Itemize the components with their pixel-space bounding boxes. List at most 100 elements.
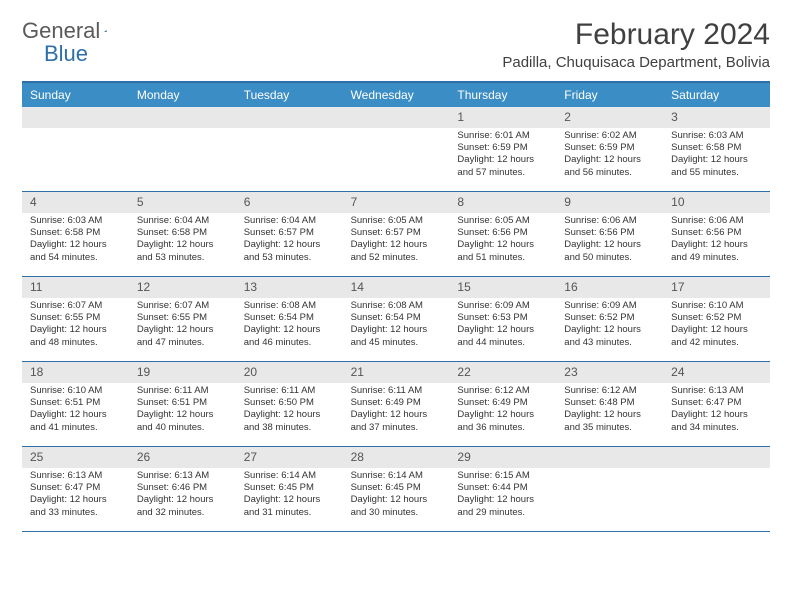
logo-text-2: Blue: [44, 41, 88, 66]
daylight-text: Daylight: 12 hours and 29 minutes.: [457, 494, 548, 519]
sunset-text: Sunset: 6:49 PM: [457, 397, 548, 409]
day-details: Sunrise: 6:04 AMSunset: 6:58 PMDaylight:…: [129, 213, 236, 268]
day-number: [236, 107, 343, 128]
sunset-text: Sunset: 6:58 PM: [30, 227, 121, 239]
day-details: Sunrise: 6:03 AMSunset: 6:58 PMDaylight:…: [22, 213, 129, 268]
day-details: Sunrise: 6:13 AMSunset: 6:47 PMDaylight:…: [22, 468, 129, 523]
sunrise-text: Sunrise: 6:11 AM: [137, 385, 228, 397]
day-cell: 26Sunrise: 6:13 AMSunset: 6:46 PMDayligh…: [129, 447, 236, 531]
daylight-text: Daylight: 12 hours and 37 minutes.: [351, 409, 442, 434]
week-row: 4Sunrise: 6:03 AMSunset: 6:58 PMDaylight…: [22, 192, 770, 277]
day-cell: [663, 447, 770, 531]
daylight-text: Daylight: 12 hours and 33 minutes.: [30, 494, 121, 519]
daylight-text: Daylight: 12 hours and 35 minutes.: [564, 409, 655, 434]
day-cell: 19Sunrise: 6:11 AMSunset: 6:51 PMDayligh…: [129, 362, 236, 446]
sunrise-text: Sunrise: 6:05 AM: [351, 215, 442, 227]
day-cell: 2Sunrise: 6:02 AMSunset: 6:59 PMDaylight…: [556, 107, 663, 191]
daylight-text: Daylight: 12 hours and 54 minutes.: [30, 239, 121, 264]
daylight-text: Daylight: 12 hours and 55 minutes.: [671, 154, 762, 179]
day-cell: 13Sunrise: 6:08 AMSunset: 6:54 PMDayligh…: [236, 277, 343, 361]
sunset-text: Sunset: 6:56 PM: [457, 227, 548, 239]
day-cell: 15Sunrise: 6:09 AMSunset: 6:53 PMDayligh…: [449, 277, 556, 361]
daylight-text: Daylight: 12 hours and 49 minutes.: [671, 239, 762, 264]
sunset-text: Sunset: 6:50 PM: [244, 397, 335, 409]
day-number: [343, 107, 450, 128]
day-number: 3: [663, 107, 770, 128]
sunset-text: Sunset: 6:51 PM: [137, 397, 228, 409]
calendar: Sunday Monday Tuesday Wednesday Thursday…: [22, 81, 770, 532]
day-cell: 4Sunrise: 6:03 AMSunset: 6:58 PMDaylight…: [22, 192, 129, 276]
sunset-text: Sunset: 6:47 PM: [671, 397, 762, 409]
sunrise-text: Sunrise: 6:04 AM: [137, 215, 228, 227]
sunset-text: Sunset: 6:54 PM: [244, 312, 335, 324]
daylight-text: Daylight: 12 hours and 44 minutes.: [457, 324, 548, 349]
sunrise-text: Sunrise: 6:12 AM: [457, 385, 548, 397]
day-details: Sunrise: 6:11 AMSunset: 6:49 PMDaylight:…: [343, 383, 450, 438]
week-row: 25Sunrise: 6:13 AMSunset: 6:47 PMDayligh…: [22, 447, 770, 532]
day-cell: 7Sunrise: 6:05 AMSunset: 6:57 PMDaylight…: [343, 192, 450, 276]
day-cell: 1Sunrise: 6:01 AMSunset: 6:59 PMDaylight…: [449, 107, 556, 191]
day-number: 5: [129, 192, 236, 213]
sunrise-text: Sunrise: 6:13 AM: [30, 470, 121, 482]
day-details: Sunrise: 6:07 AMSunset: 6:55 PMDaylight:…: [22, 298, 129, 353]
month-title: February 2024: [502, 18, 770, 52]
sunset-text: Sunset: 6:59 PM: [564, 142, 655, 154]
day-details: [663, 468, 770, 474]
daylight-text: Daylight: 12 hours and 34 minutes.: [671, 409, 762, 434]
day-cell: [556, 447, 663, 531]
day-number: 17: [663, 277, 770, 298]
sunset-text: Sunset: 6:57 PM: [244, 227, 335, 239]
sunset-text: Sunset: 6:46 PM: [137, 482, 228, 494]
day-details: [556, 468, 663, 474]
day-number: [663, 447, 770, 468]
day-details: Sunrise: 6:04 AMSunset: 6:57 PMDaylight:…: [236, 213, 343, 268]
sunrise-text: Sunrise: 6:05 AM: [457, 215, 548, 227]
day-details: [236, 128, 343, 134]
daylight-text: Daylight: 12 hours and 46 minutes.: [244, 324, 335, 349]
daylight-text: Daylight: 12 hours and 36 minutes.: [457, 409, 548, 434]
day-details: Sunrise: 6:14 AMSunset: 6:45 PMDaylight:…: [343, 468, 450, 523]
daylight-text: Daylight: 12 hours and 31 minutes.: [244, 494, 335, 519]
sunrise-text: Sunrise: 6:07 AM: [30, 300, 121, 312]
day-number: 15: [449, 277, 556, 298]
day-details: [129, 128, 236, 134]
day-header-wednesday: Wednesday: [343, 83, 450, 107]
daylight-text: Daylight: 12 hours and 53 minutes.: [244, 239, 335, 264]
daylight-text: Daylight: 12 hours and 50 minutes.: [564, 239, 655, 264]
sunrise-text: Sunrise: 6:13 AM: [671, 385, 762, 397]
sunrise-text: Sunrise: 6:11 AM: [351, 385, 442, 397]
daylight-text: Daylight: 12 hours and 45 minutes.: [351, 324, 442, 349]
day-cell: 8Sunrise: 6:05 AMSunset: 6:56 PMDaylight…: [449, 192, 556, 276]
sunrise-text: Sunrise: 6:12 AM: [564, 385, 655, 397]
day-cell: 14Sunrise: 6:08 AMSunset: 6:54 PMDayligh…: [343, 277, 450, 361]
day-details: Sunrise: 6:01 AMSunset: 6:59 PMDaylight:…: [449, 128, 556, 183]
sunrise-text: Sunrise: 6:10 AM: [671, 300, 762, 312]
sunset-text: Sunset: 6:57 PM: [351, 227, 442, 239]
day-header-tuesday: Tuesday: [236, 83, 343, 107]
day-number: 10: [663, 192, 770, 213]
day-number: 18: [22, 362, 129, 383]
day-details: Sunrise: 6:12 AMSunset: 6:49 PMDaylight:…: [449, 383, 556, 438]
day-number: 12: [129, 277, 236, 298]
sunset-text: Sunset: 6:47 PM: [30, 482, 121, 494]
day-details: Sunrise: 6:09 AMSunset: 6:52 PMDaylight:…: [556, 298, 663, 353]
day-number: 25: [22, 447, 129, 468]
day-details: [343, 128, 450, 134]
day-cell: [236, 107, 343, 191]
day-details: Sunrise: 6:02 AMSunset: 6:59 PMDaylight:…: [556, 128, 663, 183]
sunset-text: Sunset: 6:55 PM: [30, 312, 121, 324]
day-details: Sunrise: 6:11 AMSunset: 6:50 PMDaylight:…: [236, 383, 343, 438]
day-cell: 5Sunrise: 6:04 AMSunset: 6:58 PMDaylight…: [129, 192, 236, 276]
day-details: Sunrise: 6:13 AMSunset: 6:46 PMDaylight:…: [129, 468, 236, 523]
day-cell: 24Sunrise: 6:13 AMSunset: 6:47 PMDayligh…: [663, 362, 770, 446]
day-details: Sunrise: 6:08 AMSunset: 6:54 PMDaylight:…: [343, 298, 450, 353]
sunset-text: Sunset: 6:54 PM: [351, 312, 442, 324]
day-details: Sunrise: 6:10 AMSunset: 6:52 PMDaylight:…: [663, 298, 770, 353]
sunrise-text: Sunrise: 6:04 AM: [244, 215, 335, 227]
sunrise-text: Sunrise: 6:06 AM: [564, 215, 655, 227]
day-details: Sunrise: 6:05 AMSunset: 6:56 PMDaylight:…: [449, 213, 556, 268]
day-number: 28: [343, 447, 450, 468]
day-number: 23: [556, 362, 663, 383]
day-header-thursday: Thursday: [449, 83, 556, 107]
day-cell: [22, 107, 129, 191]
